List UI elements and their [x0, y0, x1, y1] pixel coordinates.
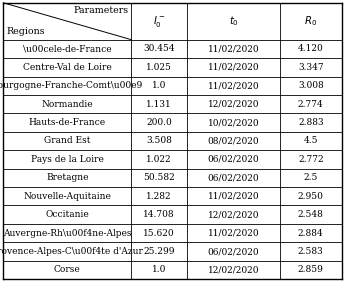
- Text: 2.859: 2.859: [298, 265, 324, 274]
- Text: 3.508: 3.508: [146, 136, 172, 146]
- Text: 2.772: 2.772: [298, 155, 324, 164]
- Text: 06/02/2020: 06/02/2020: [208, 247, 259, 256]
- Text: 2.883: 2.883: [298, 118, 324, 127]
- Text: 11/02/2020: 11/02/2020: [208, 192, 259, 201]
- Text: 1.0: 1.0: [152, 81, 166, 90]
- Text: Nouvelle-Aquitaine: Nouvelle-Aquitaine: [23, 192, 111, 201]
- Text: 12/02/2020: 12/02/2020: [208, 265, 259, 274]
- Text: 06/02/2020: 06/02/2020: [208, 155, 259, 164]
- Text: Corse: Corse: [54, 265, 81, 274]
- Text: 12/02/2020: 12/02/2020: [208, 100, 259, 109]
- Text: Grand Est: Grand Est: [44, 136, 91, 146]
- Text: 2.548: 2.548: [298, 210, 324, 219]
- Text: 12/02/2020: 12/02/2020: [208, 210, 259, 219]
- Text: 1.131: 1.131: [146, 100, 172, 109]
- Text: 11/02/2020: 11/02/2020: [208, 44, 259, 53]
- Text: 10/02/2020: 10/02/2020: [208, 118, 259, 127]
- Text: 2.884: 2.884: [298, 229, 324, 238]
- Text: 2.774: 2.774: [298, 100, 324, 109]
- Text: 1.0: 1.0: [152, 265, 166, 274]
- Text: 2.950: 2.950: [298, 192, 324, 201]
- Text: 4.5: 4.5: [304, 136, 318, 146]
- Text: 3.008: 3.008: [298, 81, 324, 90]
- Text: Normandie: Normandie: [41, 100, 93, 109]
- Text: 1.282: 1.282: [146, 192, 172, 201]
- Text: Bretagne: Bretagne: [46, 173, 89, 182]
- Text: Auvergne-Rh\u00f4ne-Alpes: Auvergne-Rh\u00f4ne-Alpes: [3, 229, 131, 238]
- Text: 11/02/2020: 11/02/2020: [208, 81, 259, 90]
- Text: \u00cele-de-France: \u00cele-de-France: [23, 44, 112, 53]
- Text: 1.022: 1.022: [146, 155, 172, 164]
- Text: 30.454: 30.454: [143, 44, 175, 53]
- Text: Hauts-de-France: Hauts-de-France: [29, 118, 106, 127]
- Text: Pays de la Loire: Pays de la Loire: [31, 155, 104, 164]
- Text: 06/02/2020: 06/02/2020: [208, 173, 259, 182]
- Text: 15.620: 15.620: [143, 229, 175, 238]
- Text: 25.299: 25.299: [144, 247, 175, 256]
- Text: 3.347: 3.347: [298, 63, 324, 72]
- Text: Centre-Val de Loire: Centre-Val de Loire: [23, 63, 112, 72]
- Text: 2.5: 2.5: [304, 173, 318, 182]
- Text: 14.708: 14.708: [143, 210, 175, 219]
- Text: 08/02/2020: 08/02/2020: [208, 136, 259, 146]
- Text: 50.582: 50.582: [143, 173, 175, 182]
- Text: $t_0$: $t_0$: [228, 14, 238, 28]
- Text: 1.025: 1.025: [146, 63, 172, 72]
- Text: Bourgogne-Franche-Comt\u00e9: Bourgogne-Franche-Comt\u00e9: [0, 81, 143, 90]
- Text: Occitanie: Occitanie: [46, 210, 89, 219]
- Text: $R_0$: $R_0$: [304, 14, 317, 28]
- Text: Provence-Alpes-C\u00f4te d'Azur: Provence-Alpes-C\u00f4te d'Azur: [0, 247, 143, 256]
- Text: 200.0: 200.0: [146, 118, 172, 127]
- Text: $I_0^-$: $I_0^-$: [153, 14, 165, 29]
- Text: Regions: Regions: [6, 27, 45, 36]
- Text: 4.120: 4.120: [298, 44, 324, 53]
- Text: 11/02/2020: 11/02/2020: [208, 229, 259, 238]
- Text: 2.583: 2.583: [298, 247, 324, 256]
- Text: Parameters: Parameters: [73, 6, 129, 15]
- Text: 11/02/2020: 11/02/2020: [208, 63, 259, 72]
